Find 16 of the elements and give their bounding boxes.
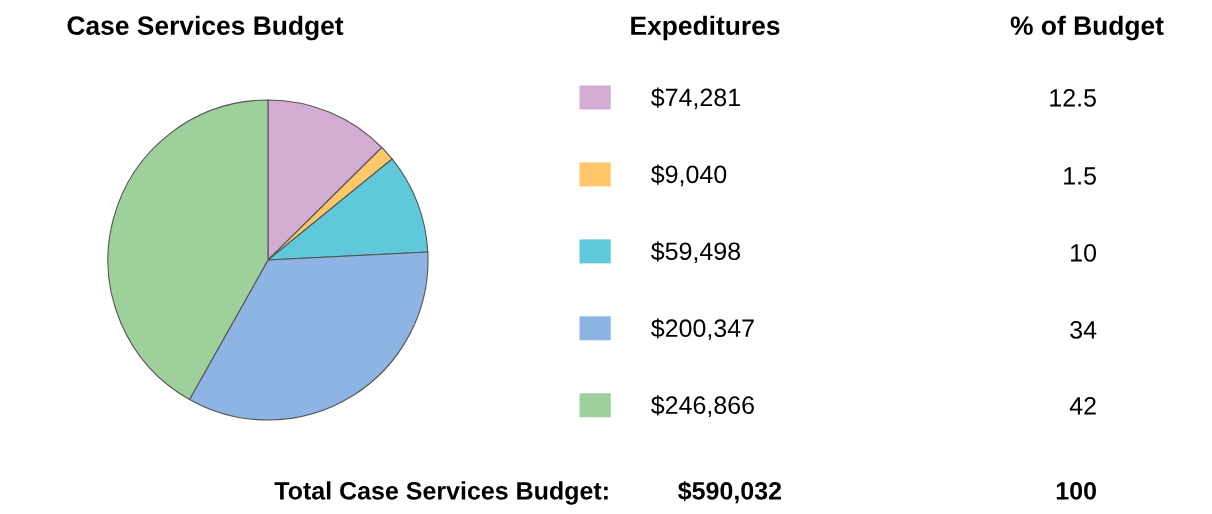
text: Total Case Services Budget: <box>274 481 608 505</box>
legend-label: $59,498 <box>651 241 741 264</box>
text: 100 <box>1056 482 1096 500</box>
text: 42 <box>1069 397 1096 415</box>
chart-title: Case Services Budget <box>67 15 344 41</box>
legend-label: $246,866 <box>651 395 754 417</box>
text: 1.5 <box>1064 167 1096 185</box>
legend-label: $74,281 <box>651 87 740 110</box>
text: 34 <box>1070 321 1097 339</box>
text: 10 <box>1071 244 1097 262</box>
legend-label: $9,040 <box>651 164 727 187</box>
text: $590,032 <box>678 480 782 504</box>
text: 12.5 <box>1050 89 1096 107</box>
legend-label: $200,347 <box>651 318 754 341</box>
text: Expeditures <box>631 15 780 41</box>
text: % of Budget <box>1010 15 1164 41</box>
